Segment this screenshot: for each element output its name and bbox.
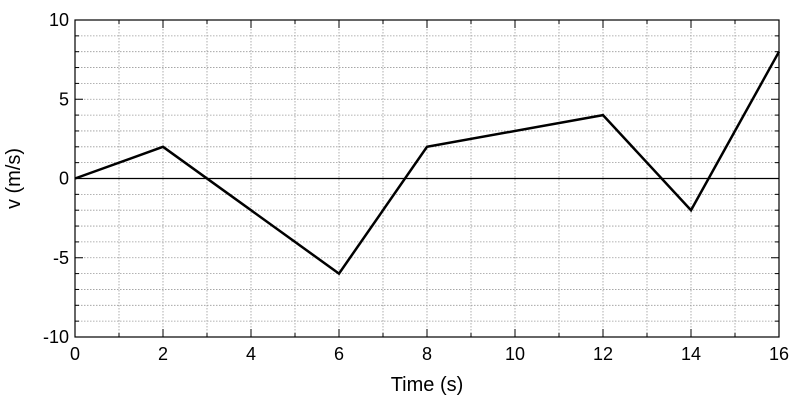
x-tick-label: 6 bbox=[334, 344, 344, 364]
y-tick-label: -5 bbox=[53, 248, 69, 268]
x-tick-label: 12 bbox=[593, 344, 613, 364]
x-axis-label: Time (s) bbox=[391, 374, 464, 396]
y-tick-labels: 10 5 0 -5 -10 bbox=[43, 10, 69, 347]
y-tick-label: 5 bbox=[59, 89, 69, 109]
x-tick-label: 14 bbox=[681, 344, 701, 364]
y-tick-label: 0 bbox=[59, 169, 69, 189]
x-tick-label: 4 bbox=[246, 344, 256, 364]
x-tick-label: 8 bbox=[422, 344, 432, 364]
y-tick-label: -10 bbox=[43, 327, 69, 347]
x-tick-label: 2 bbox=[158, 344, 168, 364]
y-axis-label: v (m/s) bbox=[3, 148, 25, 209]
plot-frame bbox=[74, 19, 780, 338]
y-tick-label: 10 bbox=[49, 10, 69, 30]
x-tick-label: 10 bbox=[505, 344, 525, 364]
axis-ticks bbox=[74, 19, 780, 338]
x-tick-labels: 0 2 4 6 8 10 12 14 16 bbox=[70, 344, 789, 364]
series-line-velocity bbox=[74, 51, 781, 276]
x-tick-label: 16 bbox=[769, 344, 789, 364]
x-tick-label: 0 bbox=[70, 344, 80, 364]
